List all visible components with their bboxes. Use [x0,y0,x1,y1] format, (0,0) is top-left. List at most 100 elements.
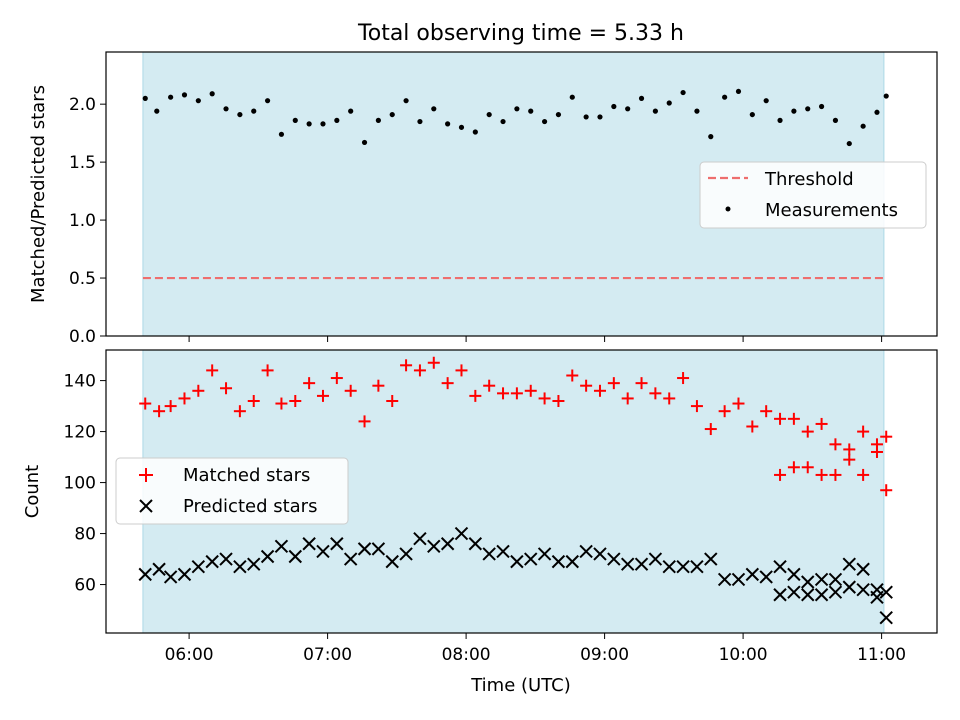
measurement-point [195,98,201,104]
predicted-star-point [676,560,690,574]
matched-star-point [552,394,565,407]
predicted-star-point [856,562,870,576]
measurement-point [251,108,257,114]
matched-star-point [483,379,496,392]
matched-star-point [663,392,676,405]
matched-star-point [801,461,814,474]
count-y-label: Count [22,465,43,518]
time-x-tick-label: 06:00 [165,645,214,665]
measurement-point [472,129,478,135]
measurement-points [142,88,889,147]
matched-star-point [635,377,648,390]
predicted-star-point [745,567,760,582]
predicted-star-point [814,572,829,587]
matched-star-point [746,420,759,433]
time-x-tick-label: 10:00 [719,645,768,665]
measurement-point [791,108,797,114]
measurement-point [569,94,575,100]
predicted-star-point [482,547,496,561]
matched-star-point [760,405,773,418]
predicted-star-point [524,552,538,566]
matched-star-point [580,379,593,392]
measurement-point [348,108,354,114]
measurement-point [680,89,686,96]
matched-star-point [153,405,166,418]
count-legend: Matched stars Predicted stars [115,457,349,525]
matched-star-point [386,394,399,407]
measurement-point [223,106,229,112]
time-x-tick-label: 11:00 [857,645,906,665]
predicted-star-point [371,542,386,556]
measurement-point [154,108,160,114]
measurement-point [638,95,645,101]
measurement-point [361,139,368,146]
measurement-point [805,106,811,112]
ratio-panel: 0.00.51.01.52.0 Matched/Predicted stars … [28,51,938,347]
predicted-star-point [454,526,469,541]
matched-star-point [178,392,191,405]
figure-title: Total observing time = 5.33 h [357,21,684,46]
predicted-star-point [205,554,219,569]
predicted-star-point [247,557,261,571]
ratio-x-ticks [188,336,883,342]
matched-star-point [815,468,828,481]
matched-star-point [330,372,343,385]
predicted-star-point [593,547,607,561]
count-y-tick-label: 120 [64,423,96,443]
ratio-legend-box [699,161,927,229]
legend-threshold-label: Threshold [764,169,854,190]
matched-star-point [289,394,302,407]
predicted-star-point [814,588,829,602]
matched-star-point [857,468,870,481]
predicted-star-point [773,560,787,574]
predicted-star-point [260,549,275,564]
matched-star-point [372,379,385,392]
matched-star-point [233,405,246,418]
measurement-point [264,98,271,104]
matched-star-point [206,364,219,377]
legend-matched-swatch [139,468,153,482]
measurement-point [874,109,880,115]
measurement-point [431,106,437,112]
ratio-legend: Threshold Measurements [699,161,927,229]
ratio-y-tick-label: 1.5 [69,153,96,173]
measurement-point [777,117,783,123]
measurement-point [625,106,631,112]
matched-star-point [497,387,510,400]
matched-star-point [566,369,579,382]
measurement-point [666,100,672,106]
predicted-star-point [879,585,893,599]
matched-star-point [413,364,426,377]
matched-star-point [732,397,745,410]
predicted-star-point [620,557,635,571]
time-x-tick-label: 07:00 [303,645,352,665]
measurement-point [458,124,465,130]
predicted-star-point [413,531,427,546]
measurement-point [763,98,769,104]
matched-star-point [344,384,357,397]
predicted-star-point [828,572,843,587]
count-y-tick-label: 60 [74,576,96,596]
measurement-point [403,98,409,104]
matched-star-point [593,384,606,397]
legend-measurements-swatch [725,206,731,212]
count-y-axis: 60 80 100 120 140 [64,372,106,596]
predicted-star-point [357,542,372,556]
matched-star-point [718,405,731,418]
predicted-star-point [316,544,330,559]
predicted-star-point [787,585,801,599]
predicted-star-point [842,557,856,571]
matched-star-point [677,372,690,385]
predicted-star-point [704,552,718,566]
count-panel: 60 80 100 120 140 06:00 07:00 08:00 09:00 10:00 1… [22,349,938,696]
matched-star-point [829,468,842,481]
measurement-point [611,103,617,110]
measurement-point [860,123,866,129]
count-y-tick-label: 140 [64,372,96,392]
matched-star-point [843,443,856,456]
matched-star-point [649,387,662,400]
measurement-point [445,121,451,127]
time-x-tick-label: 08:00 [442,645,491,665]
matched-star-point [275,397,288,410]
